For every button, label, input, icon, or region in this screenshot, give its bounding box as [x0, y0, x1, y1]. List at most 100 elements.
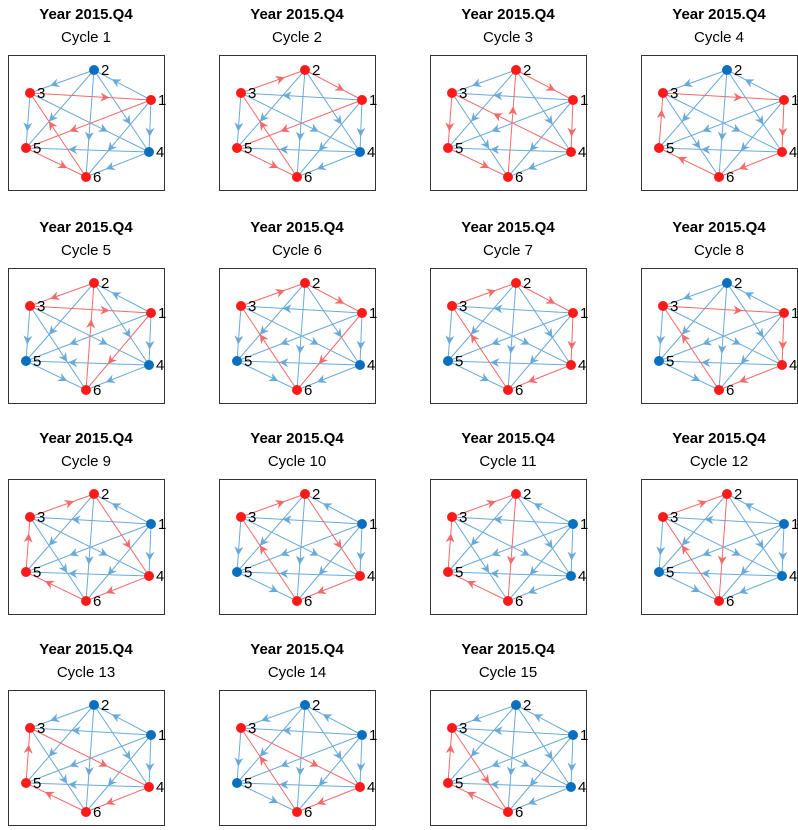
- node: [722, 65, 732, 75]
- edge: [515, 69, 572, 153]
- edge: [506, 282, 517, 391]
- edge: [447, 282, 517, 362]
- cycle-edge: [25, 147, 87, 178]
- panel: Year 2015.Q4 Cycle 14 1 2 3 4 5 6: [219, 641, 377, 826]
- node: [21, 567, 31, 577]
- node-label: 1: [369, 516, 377, 533]
- cycle-edge: [451, 727, 509, 813]
- edge: [717, 282, 728, 391]
- node: [443, 778, 453, 788]
- graph: 1 2 3 4 5 6: [443, 62, 588, 186]
- cycle-edge: [25, 782, 87, 813]
- edge: [451, 516, 572, 577]
- panel-title: Year 2015.Q4: [672, 219, 766, 236]
- edge: [236, 780, 361, 790]
- node: [146, 519, 156, 529]
- edge: [29, 515, 152, 525]
- node-label: 1: [369, 92, 377, 109]
- cycle-edge: [718, 364, 783, 391]
- node: [357, 519, 367, 529]
- edge: [295, 493, 306, 602]
- edge: [662, 92, 720, 178]
- edge: [567, 523, 577, 577]
- cycle-edge: [29, 727, 150, 788]
- edge: [304, 493, 363, 525]
- edge: [304, 69, 361, 153]
- panel-subtitle: Cycle 2: [272, 29, 322, 46]
- node: [292, 172, 302, 182]
- node: [511, 489, 521, 499]
- node-label: 6: [515, 593, 523, 610]
- node-label: 3: [37, 720, 45, 737]
- node: [25, 723, 35, 733]
- cycle-edge: [567, 99, 577, 153]
- cycle-edge: [240, 493, 306, 518]
- node: [232, 356, 242, 366]
- cycle-edge: [515, 69, 574, 101]
- node-label: 6: [726, 382, 734, 399]
- graph: 1 2 3 4 5 6: [443, 697, 588, 821]
- graph: 1 2 3 4 5 6: [232, 486, 377, 610]
- graph: 1 2 3 4 5 6: [443, 486, 588, 610]
- node: [568, 730, 578, 740]
- node-label: 6: [304, 382, 312, 399]
- node: [566, 782, 576, 792]
- node-label: 5: [666, 564, 674, 581]
- node-label: 5: [244, 775, 252, 792]
- node-label: 6: [726, 169, 734, 186]
- node: [232, 567, 242, 577]
- node-label: 2: [523, 62, 531, 79]
- edge: [240, 726, 363, 736]
- edge: [234, 305, 244, 362]
- node-label: 1: [791, 305, 798, 322]
- node-label: 2: [312, 62, 320, 79]
- edge: [93, 69, 152, 101]
- node: [89, 65, 99, 75]
- panel: Year 2015.Q4 Cycle 6 1 2 3 4 5 6: [219, 219, 377, 404]
- edge: [23, 92, 33, 149]
- node: [654, 356, 664, 366]
- cycle-edge: [85, 312, 152, 391]
- node-label: 1: [580, 92, 588, 109]
- edge: [778, 523, 788, 577]
- edge: [356, 523, 366, 577]
- panel: Year 2015.Q4 Cycle 8 1 2 3 4 5 6: [641, 219, 798, 404]
- node-label: 3: [248, 85, 256, 102]
- edge: [240, 304, 363, 314]
- graph: 1 2 3 4 5 6: [21, 697, 166, 821]
- panel-title: Year 2015.Q4: [39, 430, 133, 447]
- node-label: 3: [37, 509, 45, 526]
- cycle-edge: [240, 69, 306, 94]
- edge: [447, 99, 574, 149]
- node-label: 6: [93, 804, 101, 821]
- node: [81, 807, 91, 817]
- cycle-edge: [23, 727, 33, 784]
- edge: [236, 493, 306, 573]
- edge: [29, 516, 87, 602]
- node-label: 5: [244, 564, 252, 581]
- edge: [658, 99, 785, 149]
- node-label: 4: [578, 144, 586, 161]
- edge: [726, 69, 785, 101]
- node: [658, 301, 668, 311]
- cycle-edge: [718, 151, 783, 178]
- cycle-edge: [451, 282, 517, 307]
- edge: [658, 571, 720, 602]
- edge: [451, 304, 574, 314]
- node: [236, 301, 246, 311]
- node: [658, 512, 668, 522]
- edge: [236, 782, 298, 813]
- node: [232, 778, 242, 788]
- graph: 1 2 3 4 5 6: [654, 275, 798, 399]
- panel: Year 2015.Q4 Cycle 2 1 2 3 4 5 6: [219, 6, 377, 191]
- node-label: 5: [244, 140, 252, 157]
- edge: [662, 282, 728, 307]
- node: [566, 360, 576, 370]
- cycle-edge: [662, 92, 785, 102]
- node: [300, 700, 310, 710]
- cycle-edge: [662, 305, 785, 315]
- panel-title: Year 2015.Q4: [250, 430, 344, 447]
- panel-subtitle: Cycle 11: [479, 453, 536, 470]
- node-label: 5: [33, 353, 41, 370]
